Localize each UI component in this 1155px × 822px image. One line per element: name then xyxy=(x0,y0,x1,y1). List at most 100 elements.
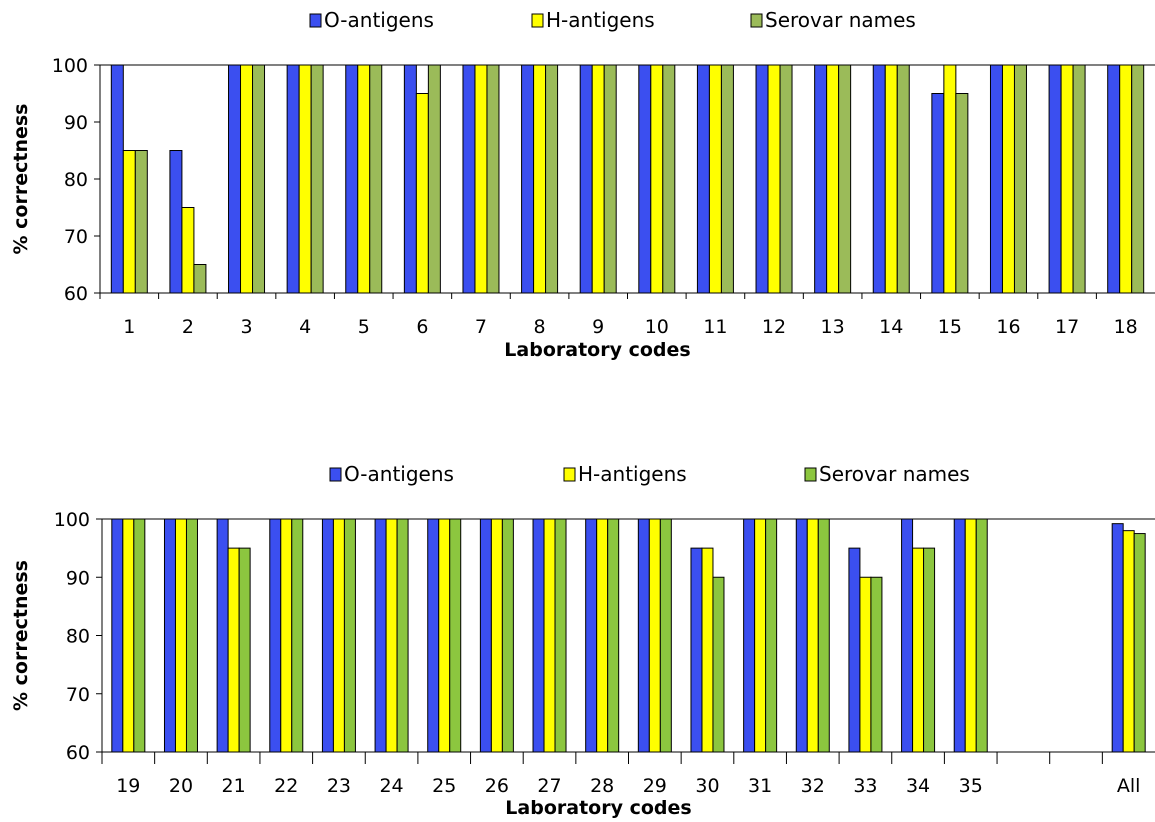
bar xyxy=(1122,530,1135,753)
bar xyxy=(806,518,819,753)
x-tick-label: 1 xyxy=(123,316,135,338)
x-tick-label: 19 xyxy=(116,775,140,797)
bar xyxy=(1131,64,1145,294)
bar xyxy=(369,64,383,294)
y-tick-label: 70 xyxy=(64,226,88,248)
y-axis-title: % correctness xyxy=(10,560,32,711)
bar xyxy=(637,518,650,753)
legend-label: Serovar names xyxy=(765,8,916,32)
bar xyxy=(501,518,514,753)
bar xyxy=(975,518,988,753)
x-tick-label: 14 xyxy=(879,316,903,338)
bar xyxy=(228,64,242,294)
x-tick-label: 5 xyxy=(358,316,370,338)
bar xyxy=(374,518,387,753)
y-tick-label: 100 xyxy=(52,55,88,77)
x-tick-label: 15 xyxy=(938,316,962,338)
legend-label: Serovar names xyxy=(819,462,970,486)
bar xyxy=(1013,64,1027,294)
bar xyxy=(901,518,914,753)
bar xyxy=(462,64,476,294)
bar xyxy=(110,64,124,294)
bar xyxy=(607,518,620,753)
bar xyxy=(185,518,198,753)
bar xyxy=(543,518,556,753)
bar xyxy=(720,64,734,294)
bar xyxy=(989,64,1003,294)
x-tick-label: 28 xyxy=(590,775,614,797)
bar xyxy=(743,518,756,753)
bar xyxy=(826,64,840,294)
bar xyxy=(280,518,293,753)
bar xyxy=(1133,533,1146,753)
y-tick-label: 60 xyxy=(64,283,88,305)
legend-label: O-antigens xyxy=(344,462,454,486)
bar xyxy=(755,64,769,294)
bar xyxy=(690,547,703,753)
bar xyxy=(532,518,545,753)
legend-swatch xyxy=(329,467,342,482)
bar xyxy=(795,518,808,753)
bar xyxy=(385,518,398,753)
x-tick-label: 20 xyxy=(169,775,193,797)
bar xyxy=(1119,64,1133,294)
bar xyxy=(486,64,500,294)
bar xyxy=(955,93,969,294)
y-axis-title: % correctness xyxy=(10,104,32,255)
legend-swatch xyxy=(563,467,576,482)
bar xyxy=(814,64,828,294)
bar xyxy=(134,150,148,294)
bar xyxy=(912,547,925,753)
bar xyxy=(591,64,605,294)
bar xyxy=(403,64,417,294)
bar xyxy=(122,150,136,294)
x-axis-title: Laboratory codes xyxy=(505,797,691,819)
bar xyxy=(490,518,503,753)
x-tick-label: 2 xyxy=(182,316,194,338)
bar xyxy=(1048,64,1062,294)
x-tick-label: 17 xyxy=(1055,316,1079,338)
bar xyxy=(931,93,945,294)
x-tick-label: 18 xyxy=(1114,316,1138,338)
bar xyxy=(479,518,492,753)
bar xyxy=(596,518,609,753)
bar xyxy=(579,64,593,294)
x-tick-label: 4 xyxy=(299,316,311,338)
bar xyxy=(696,64,710,294)
bar xyxy=(396,518,409,753)
bar xyxy=(659,518,672,753)
bar xyxy=(122,518,135,753)
bar xyxy=(767,64,781,294)
bar xyxy=(321,518,334,753)
bar xyxy=(438,518,451,753)
bar xyxy=(648,518,661,753)
bar xyxy=(181,207,195,294)
x-tick-label: 30 xyxy=(695,775,719,797)
bar xyxy=(1001,64,1015,294)
bar xyxy=(216,518,229,753)
x-tick-label: 32 xyxy=(801,775,825,797)
bar xyxy=(193,264,207,294)
x-tick-label: 10 xyxy=(645,316,669,338)
x-tick-label: 16 xyxy=(996,316,1020,338)
legend-label: H-antigens xyxy=(546,8,655,32)
x-tick-label: 11 xyxy=(703,316,727,338)
legend-swatch xyxy=(309,13,322,28)
bar xyxy=(252,64,266,294)
bar xyxy=(923,547,936,753)
bar xyxy=(708,64,722,294)
legend-label: H-antigens xyxy=(578,462,687,486)
legend-label: O-antigens xyxy=(324,8,434,32)
bar xyxy=(765,518,778,753)
x-tick-label: 22 xyxy=(274,775,298,797)
x-tick-label: All xyxy=(1117,775,1141,797)
bar xyxy=(650,64,664,294)
chart-bottom: 60 70 80 90 100 19 20 21 22 23 24 25 26 27 28 29 30 31 32 3… xyxy=(10,462,1155,819)
bar xyxy=(554,518,567,753)
x-tick-label: 12 xyxy=(762,316,786,338)
y-tick-label: 80 xyxy=(66,626,90,648)
y-tick-label: 90 xyxy=(64,112,88,134)
bar xyxy=(133,518,146,753)
bar xyxy=(111,518,124,753)
